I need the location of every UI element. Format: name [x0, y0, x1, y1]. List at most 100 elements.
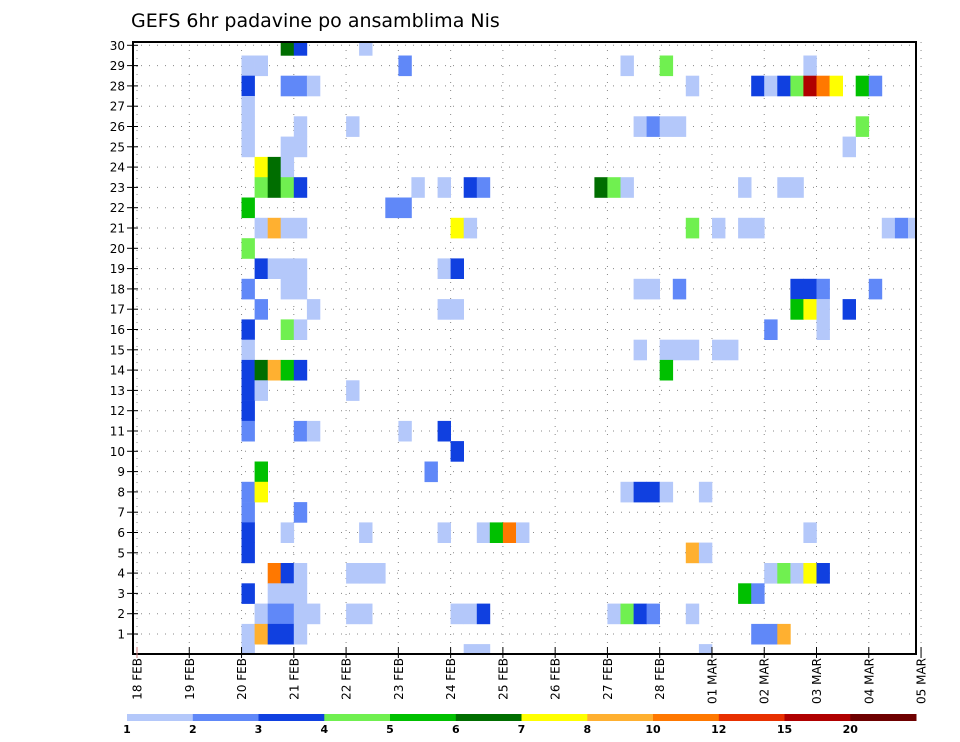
heatmap-cell	[620, 603, 634, 625]
colorbar-swatch	[258, 714, 325, 721]
heatmap-cell	[803, 278, 817, 300]
heatmap-cell	[254, 55, 268, 77]
heatmap-cell	[254, 258, 268, 279]
heatmap-cell	[476, 603, 491, 625]
heatmap-cell	[620, 177, 634, 198]
heatmap-cell	[633, 481, 647, 503]
heatmap-cell	[280, 278, 295, 300]
heatmap-cell	[803, 563, 817, 584]
heatmap-cell	[437, 420, 451, 442]
heatmap-cell	[463, 644, 478, 655]
colorbar-swatch	[324, 714, 391, 721]
heatmap-cell	[790, 299, 804, 320]
heatmap-cell	[254, 603, 268, 625]
plot-frame	[132, 41, 917, 655]
heatmap-cell	[254, 299, 268, 320]
heatmap-cell	[280, 42, 295, 56]
heatmap-cell	[241, 55, 255, 77]
heatmap-cell	[293, 278, 308, 300]
heatmap-cell	[280, 319, 295, 340]
y-tick-label: 17	[110, 303, 125, 317]
heatmap-cell	[346, 380, 360, 401]
heatmap-cell	[359, 603, 373, 625]
heatmap-cell	[293, 258, 308, 279]
heatmap-cell	[450, 603, 464, 625]
heatmap-cell	[280, 156, 295, 178]
heatmap-cell	[293, 177, 308, 198]
y-tick-label: 30	[110, 39, 125, 53]
y-tick-label: 20	[110, 242, 125, 256]
heatmap-cell	[385, 197, 399, 219]
colorbar-label: 5	[386, 723, 394, 736]
heatmap-cell	[463, 177, 478, 198]
heatmap-cell	[790, 177, 804, 198]
heatmap-cell	[267, 156, 282, 178]
heatmap-cell	[712, 217, 726, 239]
heatmap-cell	[280, 75, 295, 97]
colorbar-label: 10	[645, 723, 661, 736]
heatmap-cell	[241, 623, 255, 645]
heatmap-cell	[254, 177, 268, 198]
heatmap-cell	[659, 339, 674, 361]
y-tick-label: 16	[110, 323, 125, 337]
colorbar-label: 20	[843, 723, 859, 736]
heatmap-cell	[411, 177, 425, 198]
heatmap-cell	[816, 278, 830, 300]
x-tick-label: 02 MAR	[758, 658, 772, 704]
heatmap-cell	[241, 502, 255, 523]
heatmap-cell	[241, 278, 255, 300]
heatmap-cell	[777, 75, 791, 97]
heatmap-cell	[398, 55, 412, 77]
heatmap-cell	[450, 217, 464, 239]
heatmap-cell	[267, 583, 282, 604]
heatmap-cell	[764, 563, 778, 584]
heatmap-cell	[346, 116, 360, 137]
heatmap-cell	[594, 177, 608, 198]
colorbar-label: 15	[777, 723, 792, 736]
heatmap-cell	[254, 359, 268, 381]
heatmap-cell	[685, 603, 700, 625]
heatmap-cell	[672, 116, 687, 137]
x-tick-label: 27 FEB	[601, 658, 615, 700]
heatmap-cell	[280, 603, 295, 625]
heatmap-cell	[738, 583, 752, 604]
heatmap-cell	[280, 136, 295, 158]
heatmap-cell	[254, 461, 268, 483]
x-tick-label: 23 FEB	[392, 658, 406, 700]
heatmap-cell	[372, 563, 386, 584]
heatmap-cell	[241, 542, 255, 564]
heatmap-cell	[894, 217, 909, 239]
y-tick-label: 3	[117, 587, 125, 601]
heatmap-cell	[267, 359, 282, 381]
heatmap-cell	[254, 156, 268, 178]
y-tick-label: 25	[110, 140, 125, 154]
heatmap-cell	[816, 299, 830, 320]
heatmap-cell	[790, 278, 804, 300]
y-tick-label: 19	[110, 262, 125, 276]
heatmap-cell	[476, 522, 491, 543]
heatmap-cell	[764, 75, 778, 97]
y-tick-label: 1	[117, 628, 125, 642]
heatmap-cell	[751, 583, 765, 604]
heatmap-cell	[607, 177, 621, 198]
heatmap-cell	[293, 563, 308, 584]
heatmap-cell	[359, 42, 373, 56]
heatmap-cell	[816, 563, 830, 584]
heatmap-cell	[659, 359, 674, 381]
heatmap-cell	[712, 339, 726, 361]
heatmap-cell	[267, 217, 282, 239]
heatmap-cell	[241, 583, 255, 604]
heatmap-cell	[450, 258, 464, 279]
y-tick-label: 18	[110, 282, 125, 296]
colorbar-swatch	[784, 714, 851, 721]
heatmap-cell	[777, 177, 791, 198]
heatmap-cell	[502, 522, 517, 543]
heatmap-cell	[241, 481, 255, 503]
y-tick-label: 5	[117, 546, 125, 560]
heatmap-cell	[633, 116, 647, 137]
heatmap-cell	[659, 55, 674, 77]
heatmap-cell	[685, 217, 700, 239]
heatmap-cell	[685, 339, 700, 361]
heatmap-cell	[803, 299, 817, 320]
